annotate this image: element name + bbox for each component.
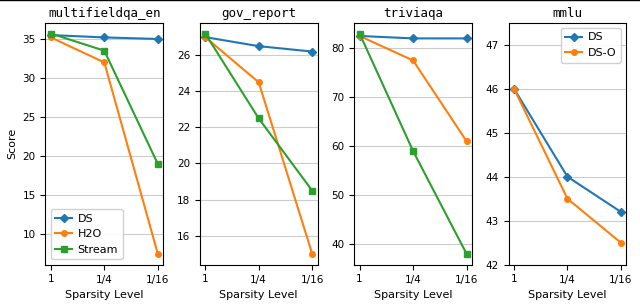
- H2O: [255, 80, 262, 84]
- Stream: [463, 252, 470, 256]
- DS: [154, 37, 162, 41]
- DS: [510, 87, 518, 91]
- Legend: DS, DS-O: DS, DS-O: [561, 28, 621, 63]
- Line: DS: DS: [511, 86, 624, 215]
- DS: [202, 35, 209, 39]
- Line: H2O: H2O: [48, 35, 161, 257]
- DS: [100, 36, 108, 39]
- Stream: [202, 32, 209, 35]
- H2O: [47, 36, 54, 39]
- Title: multifieldqa_en: multifieldqa_en: [48, 7, 161, 20]
- Title: triviaqa: triviaqa: [383, 7, 443, 20]
- Stream: [100, 49, 108, 52]
- Line: H2O: H2O: [356, 33, 469, 144]
- DS: [356, 34, 364, 38]
- DS-O: [510, 87, 518, 91]
- DS: [409, 37, 417, 40]
- Line: Stream: Stream: [202, 31, 315, 193]
- Line: DS: DS: [356, 33, 469, 41]
- Line: Stream: Stream: [48, 31, 161, 167]
- H2O: [308, 252, 316, 256]
- Stream: [255, 117, 262, 120]
- H2O: [463, 139, 470, 143]
- Stream: [308, 189, 316, 192]
- Stream: [154, 162, 162, 166]
- Stream: [409, 149, 417, 153]
- Y-axis label: Score: Score: [7, 128, 17, 159]
- H2O: [409, 59, 417, 62]
- Stream: [47, 32, 54, 35]
- Stream: [356, 32, 364, 35]
- DS: [255, 44, 262, 48]
- Line: DS: DS: [48, 32, 161, 42]
- X-axis label: Sparsity Level: Sparsity Level: [374, 290, 452, 300]
- X-axis label: Sparsity Level: Sparsity Level: [65, 290, 143, 300]
- H2O: [100, 60, 108, 64]
- Line: DS-O: DS-O: [511, 86, 624, 246]
- Line: DS: DS: [202, 34, 315, 54]
- Legend: DS, H2O, Stream: DS, H2O, Stream: [51, 209, 123, 259]
- Line: H2O: H2O: [202, 34, 315, 257]
- DS: [308, 50, 316, 53]
- H2O: [356, 34, 364, 38]
- DS: [564, 175, 572, 178]
- DS-O: [617, 241, 625, 245]
- Title: mmlu: mmlu: [552, 7, 582, 20]
- DS: [617, 210, 625, 214]
- DS-O: [564, 197, 572, 200]
- H2O: [202, 35, 209, 39]
- X-axis label: Sparsity Level: Sparsity Level: [220, 290, 298, 300]
- DS: [463, 37, 470, 40]
- X-axis label: Sparsity Level: Sparsity Level: [528, 290, 607, 300]
- Title: gov_report: gov_report: [221, 7, 296, 20]
- H2O: [154, 252, 162, 256]
- DS: [47, 33, 54, 37]
- Line: Stream: Stream: [356, 31, 469, 257]
